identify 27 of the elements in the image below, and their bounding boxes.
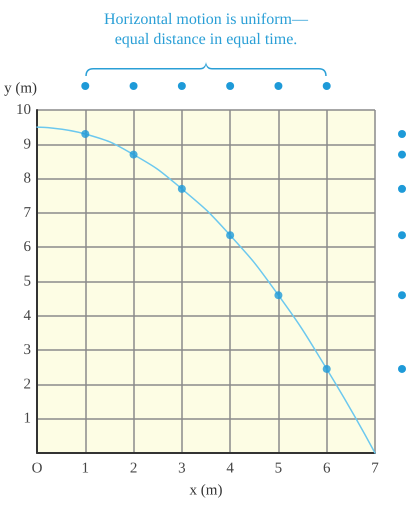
y-tick-label: 8 — [24, 170, 31, 187]
point — [226, 231, 234, 240]
x-tick-label: 5 — [274, 460, 282, 476]
point — [178, 184, 186, 193]
point — [81, 130, 90, 138]
x-tick-label: 3 — [178, 460, 186, 476]
y-tick-label: 3 — [24, 342, 31, 358]
x-tick-label: 1 — [82, 460, 90, 476]
y-axis-title: y (m) — [4, 80, 37, 96]
point — [130, 150, 138, 159]
x-tick-label: 2 — [130, 460, 138, 476]
x-tick-label: 7 — [371, 460, 380, 476]
y-tick-label: 6 — [24, 239, 32, 256]
y-tick-label: 1 — [24, 410, 31, 427]
text: Horizontal motion is uniform—equal distance in equal time. — [103, 10, 310, 50]
x-tick-label: 4 — [226, 460, 234, 476]
y-tick-label: 5 — [24, 274, 31, 290]
y-tick-label: 4 — [24, 308, 32, 324]
y-tick-label: 10 — [16, 102, 31, 118]
y-tick-label: 2 — [24, 376, 31, 392]
y-tick-label: 9 — [24, 136, 31, 152]
x-axis-title: x (m) — [190, 482, 222, 498]
point — [322, 364, 331, 373]
y-tick-label: 7 — [24, 204, 32, 221]
x-tick-label: 6 — [322, 460, 331, 476]
x-tick-label: O — [32, 460, 43, 476]
point — [274, 291, 282, 300]
